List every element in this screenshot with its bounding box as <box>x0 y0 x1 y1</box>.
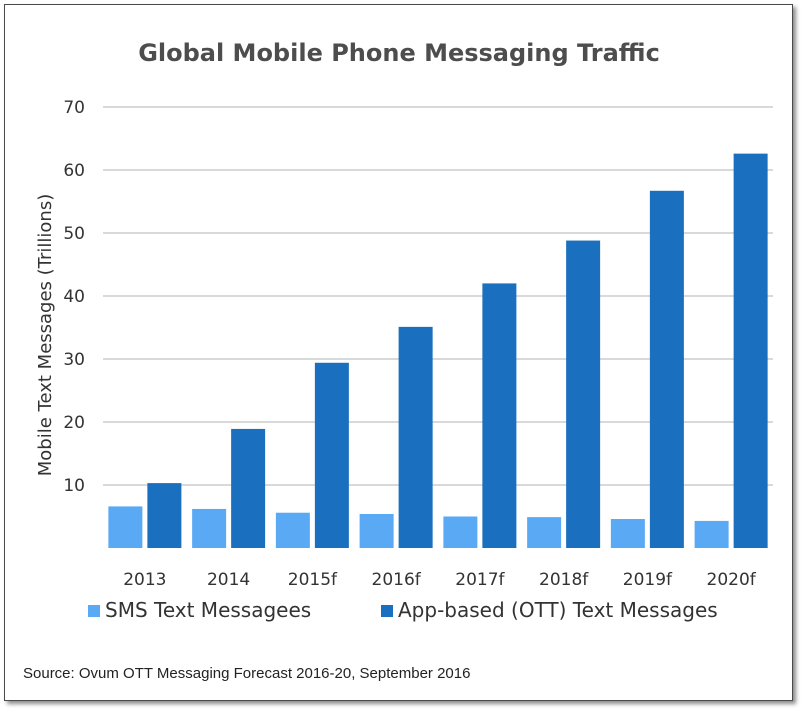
x-axis-ticks: 2013 2014 2015f 2016f 2017f 2018f 2019f 2020f <box>123 570 757 590</box>
bar-ott <box>398 326 433 548</box>
x-tick-label: 2020f <box>707 570 757 590</box>
legend-swatch <box>88 605 100 617</box>
x-tick-label: 2016f <box>372 570 422 590</box>
x-tick-label: 2017f <box>455 570 505 590</box>
bars <box>108 153 768 549</box>
legend-label: SMS Text Messagees <box>105 598 311 622</box>
gridlines <box>103 106 773 486</box>
bar-ott <box>733 153 768 548</box>
y-tick-label: 60 <box>63 161 85 181</box>
bar-sms <box>275 512 310 548</box>
y-tick-label: 10 <box>63 476 85 496</box>
legend-label: App-based (OTT) Text Messages <box>398 598 718 622</box>
x-tick-label: 2014 <box>207 570 250 590</box>
bar-ott <box>649 190 684 549</box>
chart: Global Mobile Phone Messaging Traffic Mo… <box>23 39 773 682</box>
bar-ott <box>314 362 349 548</box>
y-axis-label: Mobile Text Messages (Trillions) <box>35 194 56 476</box>
bar-sms <box>108 506 143 548</box>
y-tick-label: 30 <box>63 350 85 370</box>
bar-sms <box>192 508 227 548</box>
x-tick-label: 2019f <box>623 570 673 590</box>
x-tick-label: 2015f <box>288 570 338 590</box>
bar-ott <box>566 240 601 548</box>
bar-ott <box>482 283 517 548</box>
legend-swatch <box>381 605 393 617</box>
bar-sms <box>527 517 562 548</box>
bar-sms <box>694 520 729 548</box>
chart-title: Global Mobile Phone Messaging Traffic <box>138 39 660 67</box>
source-note: Source: Ovum OTT Messaging Forecast 2016… <box>23 665 470 682</box>
y-tick-label: 20 <box>63 413 85 433</box>
y-tick-label: 50 <box>63 224 85 244</box>
chart-frame: Global Mobile Phone Messaging Traffic Mo… <box>4 4 793 701</box>
legend: SMS Text Messagees App-based (OTT) Text M… <box>88 598 718 622</box>
x-tick-label: 2013 <box>123 570 166 590</box>
bar-sms <box>443 516 478 548</box>
x-tick-label: 2018f <box>539 570 589 590</box>
bar-sms <box>610 519 645 548</box>
bar-ott <box>231 428 266 548</box>
bar-sms <box>359 513 394 548</box>
y-tick-label: 70 <box>63 98 85 118</box>
bar-ott <box>147 483 182 548</box>
y-axis-ticks: 10 20 30 40 50 60 70 <box>63 98 85 496</box>
y-tick-label: 40 <box>63 287 85 307</box>
